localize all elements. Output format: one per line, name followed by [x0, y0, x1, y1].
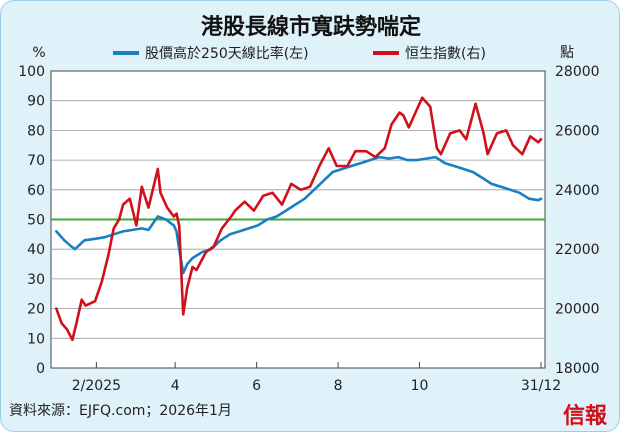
- left-tick-label: 30: [27, 272, 45, 288]
- x-tick-label: 8: [334, 378, 343, 394]
- series-layer: [51, 96, 545, 342]
- x-tick-label: 4: [171, 378, 180, 394]
- x-tick-label: 31/12: [521, 378, 561, 394]
- left-tick-label: 60: [27, 183, 45, 199]
- legend-label-breadth: 股價高於250天線比率(左): [145, 45, 309, 62]
- source-note: 資料來源：EJFQ.com；2026年1月: [9, 403, 232, 419]
- legend-label-hsi: 恒生指數(右): [405, 46, 486, 62]
- series-line-breadth: [54, 155, 543, 275]
- left-tick-label: 50: [27, 213, 45, 229]
- left-tick-label: 40: [27, 242, 45, 258]
- left-tick-label: 70: [27, 153, 45, 169]
- x-tick-label: 2/2025: [72, 378, 121, 394]
- series-line-hsi: [54, 96, 543, 342]
- legend: 股價高於250天線比率(左) 恒生指數(右): [113, 45, 486, 62]
- left-axis-unit: %: [32, 45, 45, 61]
- tick-layer: 0 10 20 30 40 50 60 70 80 90 100 18000 20000 22000 240…: [18, 64, 599, 394]
- left-tick-label: 10: [27, 331, 45, 347]
- left-tick-label: 20: [27, 302, 45, 318]
- right-tick-label: 22000: [555, 242, 600, 258]
- right-tick-label: 26000: [555, 123, 600, 139]
- right-tick-label: 28000: [555, 64, 600, 80]
- left-tick-label: 100: [18, 64, 45, 80]
- x-tick-label: 6: [252, 378, 261, 394]
- left-tick-label: 90: [27, 94, 45, 110]
- x-tick-label: 10: [411, 378, 429, 394]
- left-tick-label: 0: [36, 361, 45, 377]
- right-tick-label: 18000: [555, 361, 600, 377]
- right-tick-label: 20000: [555, 302, 600, 318]
- right-tick-label: 24000: [555, 183, 600, 199]
- left-tick-label: 80: [27, 123, 45, 139]
- right-axis-unit: 點: [560, 45, 574, 61]
- brand-logo: 信報: [563, 403, 608, 429]
- chart-title: 港股長線市寬趺勢喘定: [201, 14, 421, 40]
